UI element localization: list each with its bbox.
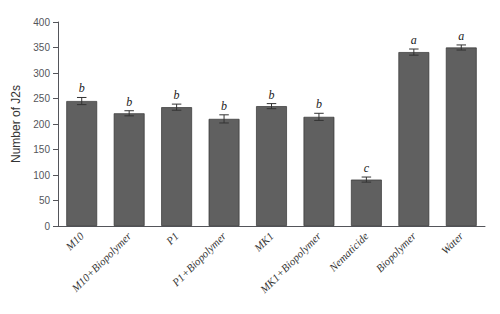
svg-text:150: 150: [33, 144, 50, 155]
svg-text:b: b: [221, 99, 227, 113]
svg-text:0: 0: [44, 221, 50, 232]
svg-text:250: 250: [33, 93, 50, 104]
svg-text:200: 200: [33, 119, 50, 130]
svg-text:b: b: [174, 88, 180, 102]
svg-text:MK1+Biopolymer: MK1+Biopolymer: [257, 229, 324, 296]
svg-text:M10+Biopolymer: M10+Biopolymer: [68, 229, 133, 294]
svg-text:MK1: MK1: [251, 230, 276, 255]
svg-text:Biopolymer: Biopolymer: [373, 229, 418, 274]
svg-text:350: 350: [33, 42, 50, 53]
svg-text:b: b: [316, 97, 322, 111]
svg-text:b: b: [269, 88, 275, 102]
svg-text:50: 50: [39, 195, 51, 206]
svg-text:400: 400: [33, 17, 50, 28]
svg-text:Number of J2s: Number of J2s: [9, 85, 23, 163]
svg-text:100: 100: [33, 170, 50, 181]
svg-text:P1: P1: [163, 230, 181, 248]
svg-text:b: b: [79, 81, 85, 95]
svg-text:a: a: [411, 33, 417, 47]
svg-text:a: a: [458, 29, 464, 43]
svg-text:Nematicide: Nematicide: [326, 230, 371, 275]
svg-text:M10: M10: [63, 229, 87, 253]
svg-text:Water: Water: [439, 229, 466, 256]
svg-text:b: b: [126, 95, 132, 109]
svg-text:300: 300: [33, 68, 50, 79]
svg-text:c: c: [364, 161, 370, 175]
svg-text:P1+Biopolymer: P1+Biopolymer: [169, 229, 229, 289]
